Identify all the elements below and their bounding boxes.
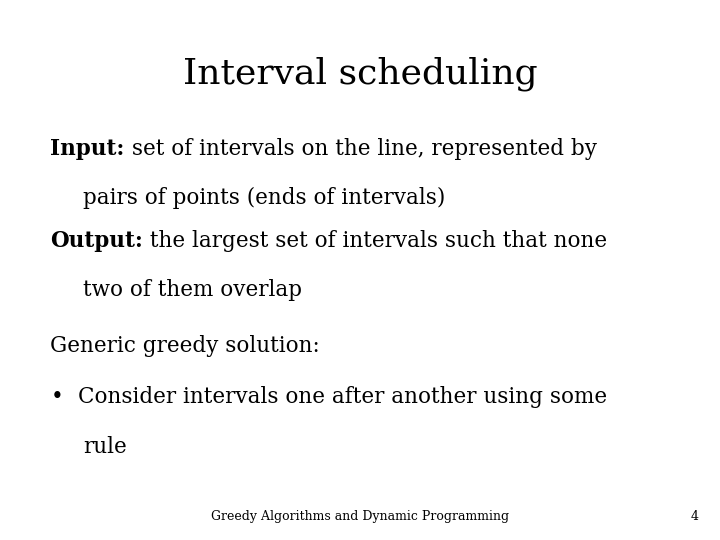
Text: pairs of points (ends of intervals): pairs of points (ends of intervals) xyxy=(83,187,445,210)
Text: Greedy Algorithms and Dynamic Programming: Greedy Algorithms and Dynamic Programmin… xyxy=(211,510,509,523)
Text: rule: rule xyxy=(84,436,127,458)
Text: Generic greedy solution:: Generic greedy solution: xyxy=(50,335,320,357)
Text: two of them overlap: two of them overlap xyxy=(83,279,302,301)
Text: •: • xyxy=(50,386,63,408)
Text: Input:: Input: xyxy=(50,138,125,160)
Text: the largest set of intervals such that none: the largest set of intervals such that n… xyxy=(143,230,608,252)
Text: Consider intervals one after another using some: Consider intervals one after another usi… xyxy=(78,386,607,408)
Text: 4: 4 xyxy=(690,510,698,523)
Text: Output:: Output: xyxy=(50,230,143,252)
Text: Interval scheduling: Interval scheduling xyxy=(183,57,537,91)
Text: set of intervals on the line, represented by: set of intervals on the line, represente… xyxy=(125,138,597,160)
